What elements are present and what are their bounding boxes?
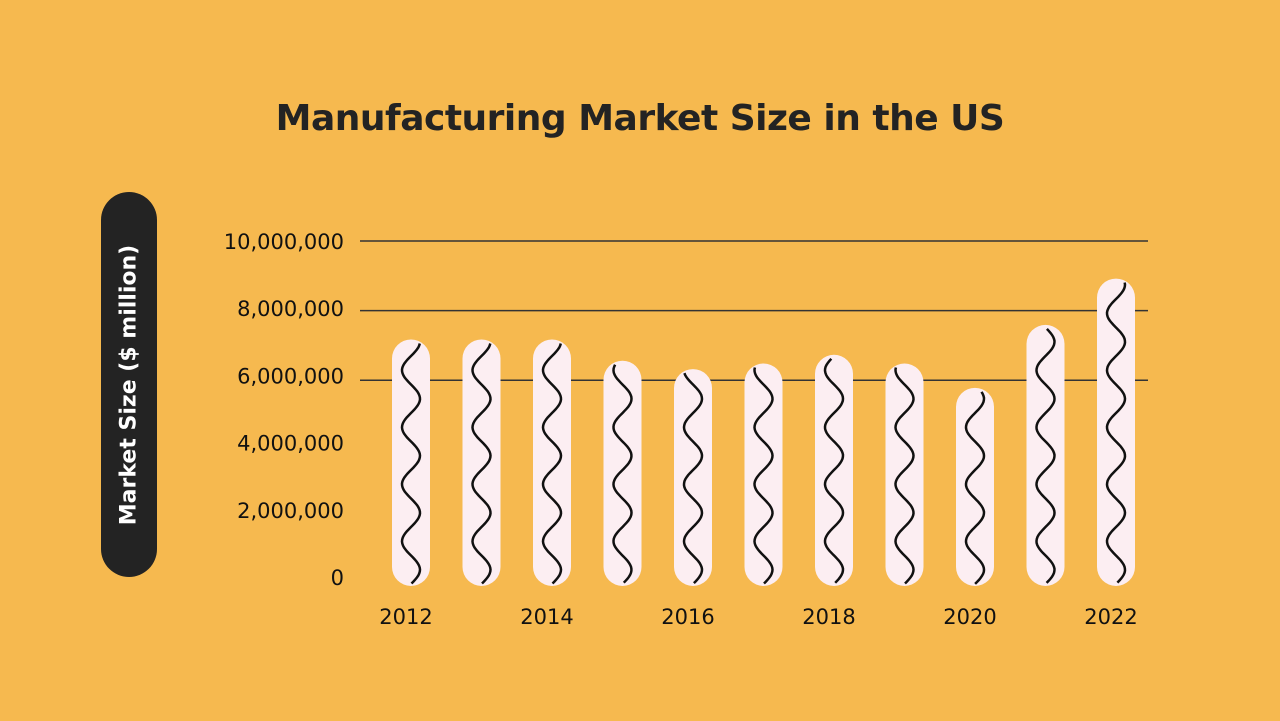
bar-2017 (744, 363, 783, 586)
y-tick-label: 10,000,000 (224, 230, 344, 254)
wave-pattern (753, 367, 774, 585)
x-tick-label: 2012 (379, 605, 432, 629)
bar-2020 (956, 387, 994, 586)
wave-pattern (471, 343, 492, 585)
chart-title: Manufacturing Market Size in the US (275, 98, 1005, 139)
y-tick-label: 8,000,000 (237, 297, 344, 321)
y-tick-label: 6,000,000 (237, 364, 344, 388)
wave-pattern (823, 357, 845, 584)
x-tick-label: 2016 (661, 605, 714, 629)
bar-2012 (392, 339, 430, 586)
bar-2015 (603, 360, 642, 586)
wave-pattern (682, 372, 704, 584)
wave-pattern (964, 391, 986, 585)
bar-2022 (1097, 278, 1135, 586)
wave-pattern (541, 343, 563, 585)
y-tick-label: 4,000,000 (237, 432, 344, 456)
x-tick-label: 2018 (802, 605, 855, 629)
bar-2014 (533, 339, 571, 586)
bar-2016 (674, 369, 712, 586)
x-tick-label: 2014 (520, 605, 573, 629)
wave-pattern (894, 367, 915, 585)
y-tick-label: 2,000,000 (237, 499, 344, 523)
x-tick-label: 2020 (943, 605, 996, 629)
bar-2013 (462, 339, 501, 586)
bar-2019 (885, 363, 924, 586)
wave-pattern (1105, 282, 1127, 584)
wave-pattern (1035, 328, 1056, 584)
y-tick-label: 0 (331, 566, 344, 590)
bar-2021 (1026, 324, 1065, 586)
wave-pattern (612, 364, 633, 584)
wave-pattern (400, 343, 422, 585)
y-axis-label-pill: Market Size ($ million) (101, 192, 157, 577)
x-tick-label: 2022 (1084, 605, 1137, 629)
